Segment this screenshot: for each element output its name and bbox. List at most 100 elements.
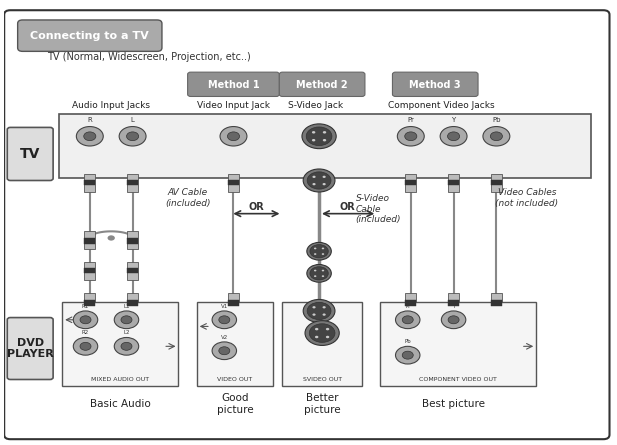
Circle shape xyxy=(77,126,103,146)
Text: Method 2: Method 2 xyxy=(296,80,348,89)
Circle shape xyxy=(312,176,316,178)
Circle shape xyxy=(321,253,324,255)
Text: MIXED AUDIO OUT: MIXED AUDIO OUT xyxy=(91,377,149,382)
Circle shape xyxy=(80,316,91,324)
Circle shape xyxy=(314,270,317,271)
Bar xyxy=(127,300,138,306)
Bar xyxy=(283,302,362,386)
Text: TV (Normal, Widescreen, Projection, etc..): TV (Normal, Widescreen, Projection, etc.… xyxy=(47,52,251,62)
Circle shape xyxy=(397,126,424,146)
Circle shape xyxy=(483,126,510,146)
Circle shape xyxy=(119,126,146,146)
Text: AV Cable
(included): AV Cable (included) xyxy=(165,189,210,208)
Text: OR: OR xyxy=(248,202,264,212)
Circle shape xyxy=(321,247,324,249)
Bar xyxy=(197,302,273,386)
Circle shape xyxy=(323,306,326,308)
Bar xyxy=(127,268,138,273)
Text: TV: TV xyxy=(20,147,41,161)
Circle shape xyxy=(307,172,331,189)
Circle shape xyxy=(395,346,420,364)
Circle shape xyxy=(312,313,316,316)
Circle shape xyxy=(121,342,132,350)
Circle shape xyxy=(314,253,317,255)
Text: L1: L1 xyxy=(123,304,130,309)
Circle shape xyxy=(447,132,460,141)
Bar xyxy=(448,300,459,306)
Circle shape xyxy=(307,243,331,260)
Bar xyxy=(85,231,95,249)
Bar xyxy=(85,180,95,185)
Text: DVD
PLAYER: DVD PLAYER xyxy=(7,338,54,359)
Circle shape xyxy=(114,311,139,329)
Bar xyxy=(228,174,239,191)
FancyBboxPatch shape xyxy=(188,72,280,97)
Bar xyxy=(127,293,138,311)
Circle shape xyxy=(121,316,132,324)
Circle shape xyxy=(323,176,326,178)
Text: V2: V2 xyxy=(221,335,228,340)
Circle shape xyxy=(228,132,239,141)
Circle shape xyxy=(315,328,318,330)
Text: Pr: Pr xyxy=(407,117,414,123)
FancyBboxPatch shape xyxy=(392,72,478,97)
Bar xyxy=(127,231,138,249)
Circle shape xyxy=(312,183,316,185)
Bar xyxy=(405,300,416,306)
Bar xyxy=(491,300,502,306)
Circle shape xyxy=(326,328,329,330)
Text: R: R xyxy=(88,117,92,123)
Circle shape xyxy=(310,267,328,280)
Circle shape xyxy=(303,169,335,192)
Text: Connecting to a TV: Connecting to a TV xyxy=(30,31,149,41)
Bar xyxy=(85,174,95,191)
Circle shape xyxy=(441,311,466,329)
Circle shape xyxy=(326,336,329,338)
Circle shape xyxy=(314,275,317,277)
Bar xyxy=(448,174,459,191)
Circle shape xyxy=(405,132,417,141)
Bar xyxy=(127,239,138,244)
Bar xyxy=(85,300,95,306)
Circle shape xyxy=(312,306,316,308)
Bar xyxy=(127,262,138,280)
Bar xyxy=(491,180,502,185)
Circle shape xyxy=(323,139,326,142)
Circle shape xyxy=(307,264,331,282)
Text: Better
picture: Better picture xyxy=(304,393,341,415)
Circle shape xyxy=(212,342,236,360)
Bar xyxy=(62,302,178,386)
Circle shape xyxy=(323,131,326,134)
Text: R2: R2 xyxy=(82,330,89,335)
Circle shape xyxy=(219,347,230,355)
Circle shape xyxy=(315,336,318,338)
Circle shape xyxy=(321,275,324,277)
Text: SVIDEO OUT: SVIDEO OUT xyxy=(302,377,342,382)
Circle shape xyxy=(302,124,336,149)
Bar xyxy=(59,114,591,178)
Circle shape xyxy=(107,235,115,241)
Circle shape xyxy=(312,139,315,142)
Text: OR: OR xyxy=(340,202,355,212)
Text: Component Video Jacks: Component Video Jacks xyxy=(388,101,495,110)
Circle shape xyxy=(323,313,326,316)
Bar xyxy=(127,174,138,191)
Text: Method 3: Method 3 xyxy=(410,80,461,89)
Text: COMPONENT VIDEO OUT: COMPONENT VIDEO OUT xyxy=(419,377,497,382)
Text: Basic Audio: Basic Audio xyxy=(90,399,151,409)
Bar xyxy=(405,174,416,191)
Circle shape xyxy=(312,131,315,134)
Text: S-Video
Cable
(included): S-Video Cable (included) xyxy=(356,194,401,224)
Text: VIDEO OUT: VIDEO OUT xyxy=(217,377,252,382)
Bar xyxy=(127,180,138,185)
Circle shape xyxy=(80,342,91,350)
Circle shape xyxy=(305,321,339,345)
Text: L: L xyxy=(131,117,135,123)
FancyBboxPatch shape xyxy=(4,10,610,439)
FancyBboxPatch shape xyxy=(7,127,53,181)
FancyBboxPatch shape xyxy=(280,72,365,97)
Bar xyxy=(448,180,459,185)
Bar xyxy=(405,293,416,311)
Text: Y: Y xyxy=(452,304,455,309)
Circle shape xyxy=(303,299,335,323)
